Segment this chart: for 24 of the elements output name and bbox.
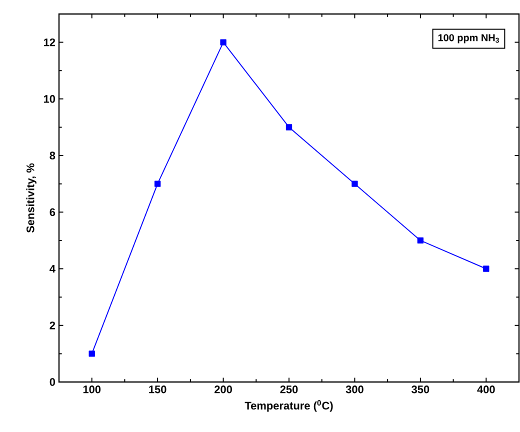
- x-axis-title: Temperature ($^{0}$C): [244, 400, 333, 412]
- x-tick-label: 200: [214, 386, 232, 394]
- annotation: 100 ppm NH$_{3}$: [438, 34, 499, 44]
- y-axis-title: Sensitivity, %: [26, 163, 36, 233]
- y-tick-label: 8: [50, 152, 56, 160]
- point: [88, 350, 95, 357]
- y-tick-label: 2: [50, 322, 56, 330]
- point: [220, 39, 226, 46]
- point: [483, 266, 490, 272]
- point: [286, 124, 292, 130]
- x-tick-label: 400: [477, 386, 495, 394]
- y-tick-label: 4: [50, 265, 56, 273]
- y-tick-label: 10: [44, 95, 56, 103]
- point: [417, 237, 424, 244]
- point: [352, 180, 358, 187]
- x-tick-label: 350: [412, 386, 430, 394]
- y-tick-label: 6: [50, 208, 56, 216]
- x-tick-label: 250: [280, 386, 298, 394]
- x-tick-label: 300: [346, 386, 364, 394]
- x-tick-label: 150: [149, 386, 166, 394]
- y-tick-label: 12: [44, 38, 56, 46]
- y-tick-label: 0: [50, 378, 56, 386]
- point: [154, 180, 161, 187]
- x-tick-label: 100: [83, 386, 101, 394]
